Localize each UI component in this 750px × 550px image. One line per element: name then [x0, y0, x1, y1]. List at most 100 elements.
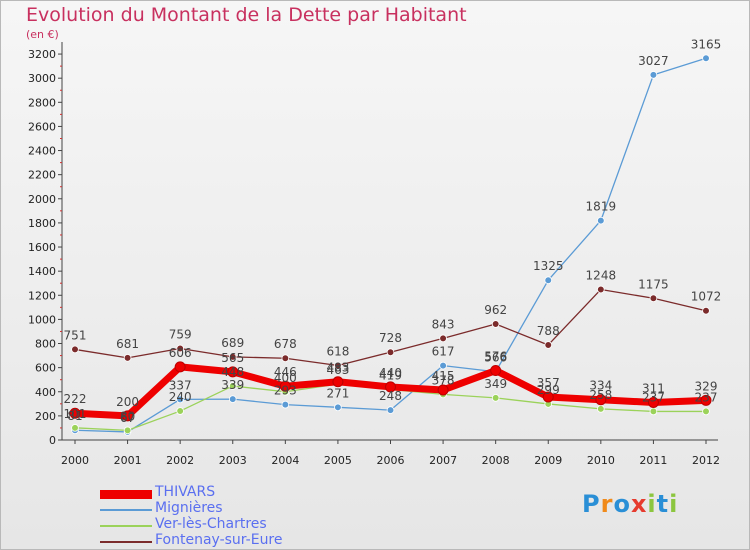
data-label: 843	[432, 317, 455, 331]
data-label: 1175	[638, 277, 669, 291]
y-tick-label: 1400	[28, 265, 56, 278]
legend-swatch	[100, 509, 152, 511]
chart-title: Evolution du Montant de la Dette par Hab…	[26, 4, 467, 26]
y-tick-label: 2800	[28, 96, 56, 109]
data-label: 576	[484, 350, 507, 364]
data-label: 463	[326, 363, 349, 377]
data-point	[176, 395, 184, 404]
data-point	[176, 344, 184, 353]
data-label: 617	[432, 345, 455, 359]
data-label: 728	[379, 331, 402, 345]
data-label: 751	[64, 328, 87, 342]
data-point	[542, 391, 554, 403]
data-point	[490, 365, 502, 377]
data-point	[123, 426, 132, 435]
data-point	[71, 345, 79, 354]
data-point	[332, 376, 344, 388]
data-point	[176, 407, 184, 415]
x-tick-label: 2010	[587, 454, 615, 467]
data-label: 339	[221, 378, 244, 392]
data-point	[386, 406, 395, 414]
data-label: 240	[169, 390, 192, 404]
y-tick-label: 1000	[28, 313, 56, 326]
data-point	[334, 361, 342, 370]
legend-item: Mignières	[100, 500, 360, 518]
data-label: 357	[537, 376, 560, 390]
data-point	[281, 400, 290, 409]
x-tick-label: 2011	[639, 454, 667, 467]
data-label: 759	[169, 327, 192, 341]
y-tick-label: 1800	[28, 217, 56, 230]
x-tick-label: 2012	[692, 454, 720, 467]
proxiti-logo: Proxiti	[582, 490, 678, 518]
data-point	[386, 348, 395, 356]
logo-letter: i	[647, 490, 657, 518]
data-label: 446	[274, 365, 297, 379]
y-tick-label: 400	[35, 386, 56, 399]
logo-letter: x	[630, 490, 648, 518]
data-point	[439, 361, 447, 370]
logo-letter: t	[656, 490, 670, 518]
y-tick-label: 3200	[28, 48, 56, 61]
data-label: 3027	[638, 54, 669, 68]
legend-label: Fontenay-sur-Eure	[155, 532, 283, 548]
y-tick-label: 1600	[28, 241, 56, 254]
x-tick-label: 2002	[166, 454, 194, 467]
x-tick-label: 2000	[61, 454, 89, 467]
data-label: 258	[589, 388, 612, 402]
data-point	[544, 276, 553, 284]
data-label: 606	[169, 346, 192, 360]
data-point	[597, 285, 605, 294]
data-label: 618	[326, 344, 349, 358]
legend-swatch	[100, 541, 152, 543]
legend-item: Fontenay-sur-Eure	[100, 532, 360, 550]
data-point	[437, 384, 449, 396]
data-point	[123, 354, 132, 362]
data-point	[700, 394, 712, 406]
data-label: 440	[379, 366, 402, 380]
y-tick-label: 3000	[28, 72, 56, 85]
legend-label: Ver-lès-Chartres	[155, 516, 267, 532]
data-label: 566	[484, 351, 507, 365]
data-label: 689	[221, 336, 244, 350]
x-tick-label: 2001	[114, 454, 142, 467]
data-label: 3165	[691, 37, 722, 51]
x-tick-label: 2004	[271, 454, 299, 467]
data-label: 334	[589, 379, 612, 393]
data-point	[649, 294, 658, 303]
data-label: 293	[274, 384, 297, 398]
data-label: 299	[537, 383, 560, 397]
legend-swatch	[100, 525, 152, 527]
x-tick-label: 2009	[534, 454, 562, 467]
data-label: 237	[695, 390, 718, 404]
data-label: 483	[326, 361, 349, 375]
data-label: 448	[221, 365, 244, 379]
legend-item: THIVARS	[100, 484, 360, 502]
data-label: 237	[642, 390, 665, 404]
data-label: 349	[484, 377, 507, 391]
legend-item: Ver-lès-Chartres	[100, 516, 360, 534]
x-tick-label: 2006	[377, 454, 405, 467]
data-label: 400	[274, 371, 297, 385]
y-tick-label: 0	[49, 434, 56, 447]
data-point	[597, 405, 605, 413]
data-point	[649, 407, 658, 416]
data-label: 962	[484, 303, 507, 317]
data-label: 1248	[586, 268, 617, 282]
legend: THIVARS Mignières Ver-lès-Chartres Fontenay…	[100, 484, 360, 550]
data-point	[71, 424, 79, 432]
data-point	[122, 410, 134, 422]
y-tick-label: 2000	[28, 193, 56, 206]
data-point	[702, 54, 710, 63]
data-label: 681	[116, 337, 139, 351]
data-label: 200	[116, 395, 139, 409]
data-label: 337	[169, 378, 192, 392]
data-point	[491, 320, 500, 328]
data-label: 788	[537, 324, 560, 338]
data-label: 678	[274, 337, 297, 351]
data-label: 1072	[691, 290, 722, 304]
data-label: 565	[221, 351, 244, 365]
data-point	[702, 407, 710, 416]
